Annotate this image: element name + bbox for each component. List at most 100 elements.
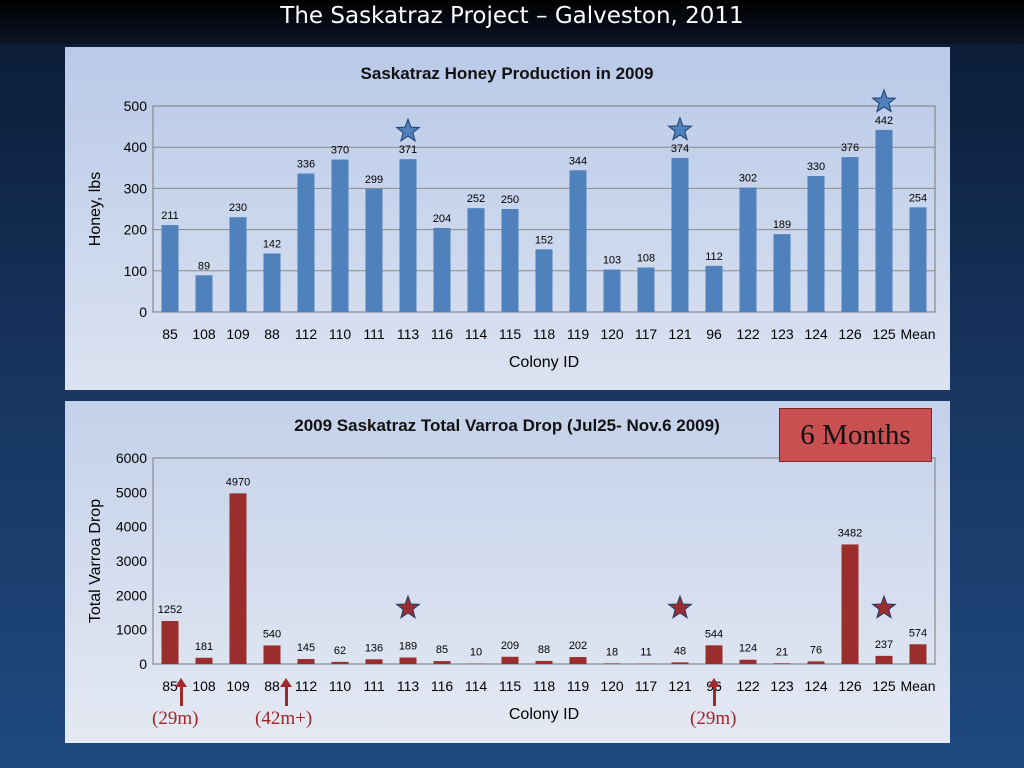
x-tick-label: 115: [499, 678, 522, 694]
data-label: 336: [297, 159, 315, 171]
data-label: 371: [399, 144, 417, 156]
bar: [773, 234, 791, 312]
y-tick-label: 6000: [116, 450, 147, 466]
bar: [637, 267, 655, 312]
x-tick-label: 109: [226, 678, 250, 694]
x-tick-label: 114: [465, 326, 488, 342]
bar: [841, 544, 859, 664]
x-tick-label: Mean: [900, 326, 935, 342]
star-icon: [871, 88, 897, 113]
bar: [739, 659, 757, 664]
star-icon: [395, 117, 421, 143]
bar: [399, 159, 417, 312]
y-tick-label: 4000: [116, 519, 147, 535]
note-85: (29m): [152, 708, 199, 729]
data-label: 299: [365, 174, 383, 186]
data-label: 209: [501, 640, 519, 652]
x-tick-label: 119: [567, 326, 590, 342]
bar: [433, 661, 451, 664]
chart-title: 2009 Saskatraz Total Varroa Drop (Jul25-…: [294, 416, 720, 435]
bar: [263, 253, 281, 312]
x-tick-label: 116: [431, 678, 454, 694]
bar: [535, 660, 553, 664]
slide-title: The Saskatraz Project – Galveston, 2011: [280, 3, 744, 29]
y-tick-label: 2000: [116, 587, 147, 603]
bar: [807, 176, 825, 312]
honey-production-chart: Saskatraz Honey Production in 2009 0 100 20…: [87, 64, 936, 371]
data-label: 189: [399, 641, 417, 653]
x-tick-label: 88: [264, 326, 280, 342]
varroa-chart-panel: 2009 Saskatraz Total Varroa Drop (Jul25-…: [65, 401, 950, 743]
data-label: 344: [569, 155, 587, 167]
x-tick-label: 121: [668, 326, 692, 342]
data-label: 237: [875, 639, 893, 651]
y-tick-label: 200: [124, 222, 148, 238]
bar: [297, 659, 315, 664]
x-tick-label: 118: [533, 678, 556, 694]
data-label: 211: [161, 210, 179, 222]
x-tick-label: 117: [635, 678, 658, 694]
bar: [909, 207, 927, 312]
y-tick-label: 1000: [116, 622, 147, 638]
data-label: 540: [263, 628, 281, 640]
title-bar: [0, 0, 1024, 44]
data-label: 18: [606, 646, 618, 658]
bar: [229, 493, 247, 664]
data-label: 10: [470, 647, 482, 659]
bar: [297, 173, 315, 312]
x-tick-label: 117: [635, 326, 658, 342]
x-tick-label: 116: [431, 326, 454, 342]
x-tick-label: 85: [162, 678, 178, 694]
data-label: 76: [810, 644, 822, 656]
star-icon: [667, 116, 693, 141]
data-label: 103: [603, 255, 621, 267]
data-label: 230: [229, 202, 247, 214]
bar: [569, 170, 587, 312]
data-label: 330: [807, 161, 825, 173]
x-tick-label: 110: [329, 326, 352, 342]
data-label: 136: [365, 642, 383, 654]
x-tick-label: 122: [736, 326, 760, 342]
data-label: 370: [331, 145, 349, 157]
x-tick-label: 112: [295, 326, 318, 342]
data-label: 108: [637, 253, 655, 265]
x-tick-label: 115: [499, 326, 522, 342]
y-tick-label: 500: [124, 98, 148, 114]
data-label: 11: [640, 647, 651, 659]
star-icon: [667, 594, 693, 619]
star-icon: [871, 594, 897, 619]
bar: [195, 657, 213, 664]
y-tick-label: 0: [139, 304, 147, 320]
x-tick-label: 126: [838, 326, 862, 342]
x-tick-label: 85: [162, 326, 178, 342]
varroa-drop-chart: 2009 Saskatraz Total Varroa Drop (Jul25-…: [87, 416, 936, 723]
y-tick-label: 400: [124, 139, 148, 155]
x-tick-label: 88: [264, 678, 280, 694]
data-label: 252: [467, 193, 485, 205]
bar: [433, 227, 451, 312]
data-label: 88: [538, 644, 550, 656]
x-tick-label: 113: [397, 326, 420, 342]
data-label: 204: [433, 213, 451, 225]
bar: [909, 644, 927, 664]
y-axis-label: Honey, lbs: [87, 172, 104, 246]
data-label: 189: [773, 219, 791, 231]
bar: [569, 657, 587, 664]
y-tick-label: 5000: [116, 484, 147, 500]
duration-badge: 6 Months: [779, 408, 932, 462]
x-tick-label: 108: [192, 326, 216, 342]
bar: [841, 157, 859, 312]
data-label: 302: [739, 173, 757, 185]
data-label: 376: [841, 142, 859, 154]
data-label: 254: [909, 192, 927, 204]
bar: [399, 657, 417, 664]
bar: [501, 656, 519, 664]
x-tick-label: 111: [363, 678, 384, 694]
data-label: 442: [875, 115, 893, 127]
star-icon: [395, 594, 421, 619]
bar: [365, 659, 383, 664]
data-label: 1252: [158, 604, 182, 616]
data-label: 181: [195, 641, 213, 653]
bar: [161, 225, 179, 312]
x-tick-label: 96: [706, 326, 722, 342]
